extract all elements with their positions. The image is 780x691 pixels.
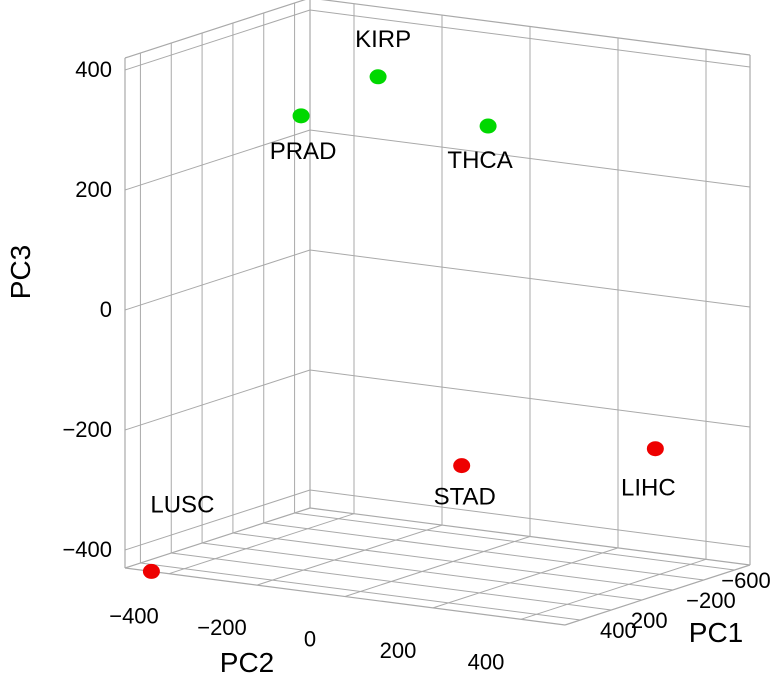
tick-label-pc3-200: 200 xyxy=(75,177,112,202)
data-point-PRAD xyxy=(292,108,310,124)
tick-label-pc2-200: 200 xyxy=(380,638,417,663)
grid-line-floor-pc2--400 xyxy=(168,513,355,575)
grid-line-leftwall-pc3-0 xyxy=(124,249,311,311)
tick-label-pc2-0: 0 xyxy=(304,627,316,652)
tick-label-pc3--200: −200 xyxy=(62,417,112,442)
tick-label-pc1--200: −200 xyxy=(686,588,736,613)
pc2-axis-title: PC2 xyxy=(220,647,274,678)
grid-line-leftwall-pc3-200 xyxy=(124,129,311,191)
edge-back-wall-top xyxy=(320,0,751,56)
data-point-KIRP xyxy=(369,69,387,85)
tick-label-pc1-200: 200 xyxy=(631,608,668,633)
tick-label-pc3-0: 0 xyxy=(100,297,112,322)
data-point-STAD xyxy=(453,458,471,474)
grid-line-leftwall-pc3-400 xyxy=(124,9,311,71)
point-label-PRAD: PRAD xyxy=(270,138,337,165)
point-label-KIRP: KIRP xyxy=(355,26,411,53)
edge-floor-left xyxy=(124,507,311,569)
pc3-axis-title: PC3 xyxy=(5,245,36,299)
edge-floor-right xyxy=(564,564,751,626)
tick-label-pc2--200: −200 xyxy=(197,615,247,640)
point-label-LIHC: LIHC xyxy=(621,475,676,502)
tick-label-pc1-400: 400 xyxy=(600,618,637,643)
edge-floor-back xyxy=(309,507,751,566)
data-point-LIHC xyxy=(646,441,664,457)
edge-left-wall-top xyxy=(124,0,306,59)
tick-label-pc2-400: 400 xyxy=(468,649,505,674)
grid-line-leftwall-pc3--400 xyxy=(124,489,311,551)
grid-line-floor-pc2-0 xyxy=(344,536,531,597)
tick-label-pc2--400: −400 xyxy=(109,604,159,629)
grid-line-floor-pc2-400 xyxy=(520,558,707,620)
point-label-THCA: THCA xyxy=(447,147,512,174)
point-label-STAD: STAD xyxy=(434,484,496,511)
tick-label-pc1--600: −600 xyxy=(721,568,771,593)
data-point-LUSC xyxy=(142,563,160,579)
pc1-axis-title: PC1 xyxy=(689,617,743,648)
point-label-LUSC: LUSC xyxy=(150,491,214,518)
grid-line-floor-pc2-200 xyxy=(432,547,619,609)
tick-label-pc3-400: 400 xyxy=(75,57,112,82)
tick-label-pc3--400: −400 xyxy=(62,537,112,562)
data-point-THCA xyxy=(479,118,497,134)
grid-line-floor-pc2--200 xyxy=(256,524,443,586)
edge-floor-front xyxy=(124,567,566,626)
grid-line-leftwall-pc3--200 xyxy=(124,369,311,431)
